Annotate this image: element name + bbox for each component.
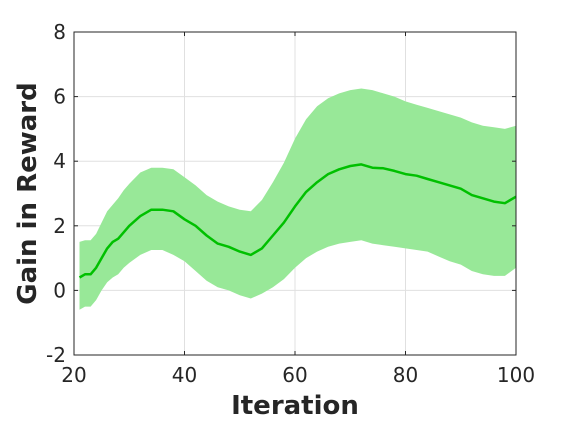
axis-ticks: 20 40 60 80 100 -2 0 2 4 6 8 [46, 20, 535, 387]
confidence-band [79, 88, 516, 310]
mean-line [78, 163, 517, 279]
y-tick-label: -2 [46, 343, 66, 367]
confidence-band-layer [79, 88, 516, 310]
x-tick-label: 60 [282, 363, 307, 387]
y-axis-title: Gain in Reward [13, 82, 43, 305]
x-tick-label: 80 [393, 363, 418, 387]
y-tick-label: 6 [53, 85, 66, 109]
y-tick-label: 0 [53, 278, 66, 302]
y-tick-label: 4 [53, 149, 66, 173]
mean-line-layer [78, 163, 517, 279]
x-tick-label: 40 [172, 363, 197, 387]
x-tick-label: 100 [497, 363, 535, 387]
y-tick-label: 8 [53, 20, 66, 44]
x-tick-label: 20 [61, 363, 86, 387]
y-tick-label: 2 [53, 214, 66, 238]
x-axis-title: Iteration [231, 391, 359, 421]
